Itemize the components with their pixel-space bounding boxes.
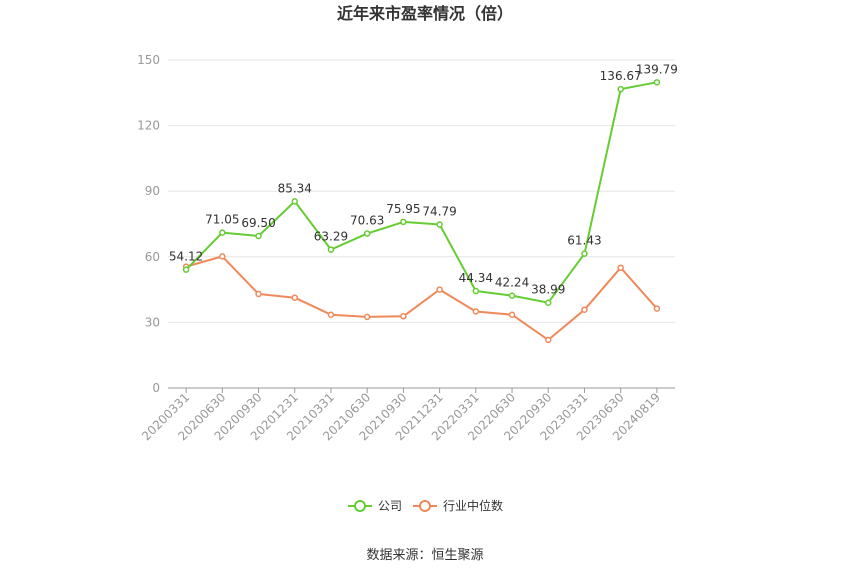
data-point[interactable] xyxy=(255,232,262,240)
data-point[interactable] xyxy=(436,221,443,228)
data-point[interactable] xyxy=(219,253,226,260)
data-point[interactable] xyxy=(508,311,516,318)
data-point[interactable] xyxy=(436,286,443,293)
data-label: 74.79 xyxy=(422,204,456,218)
data-point[interactable] xyxy=(327,246,335,253)
data-point[interactable] xyxy=(653,79,661,86)
data-point[interactable] xyxy=(291,198,298,205)
data-label: 139.79 xyxy=(636,62,678,76)
axes: 0306090120150202003312020063020200930202… xyxy=(137,53,675,443)
data-point[interactable] xyxy=(363,230,371,237)
data-point[interactable] xyxy=(327,311,335,318)
data-label: 63.29 xyxy=(314,230,348,244)
y-tick-label: 30 xyxy=(145,315,160,329)
data-label: 44.34 xyxy=(459,271,493,285)
data-label: 75.95 xyxy=(386,202,420,216)
legend-label: 行业中位数 xyxy=(443,498,503,513)
data-point[interactable] xyxy=(219,229,226,236)
legend-item[interactable]: 公司 xyxy=(348,499,402,513)
y-tick-label: 120 xyxy=(137,119,160,133)
data-point[interactable] xyxy=(617,264,624,271)
data-label: 85.34 xyxy=(278,181,312,195)
y-tick-label: 0 xyxy=(152,381,160,395)
data-label: 42.24 xyxy=(495,276,529,290)
data-point[interactable] xyxy=(508,292,516,299)
data-point[interactable] xyxy=(653,305,661,312)
series-line-1 xyxy=(185,255,658,341)
data-label: 136.67 xyxy=(600,69,642,83)
data-point[interactable] xyxy=(291,294,298,301)
series-line-0 xyxy=(185,81,658,304)
y-tick-label: 60 xyxy=(145,250,160,264)
data-point[interactable] xyxy=(581,250,588,257)
data-point[interactable] xyxy=(400,218,407,226)
data-label: 71.05 xyxy=(205,213,239,227)
data-point[interactable] xyxy=(363,313,371,321)
data-point[interactable] xyxy=(182,266,190,273)
data-point[interactable] xyxy=(255,290,262,298)
legend[interactable]: 公司 行业中位数 xyxy=(348,498,503,513)
grid-lines xyxy=(168,59,675,323)
series-lines xyxy=(182,79,661,344)
legend-label: 公司 xyxy=(378,499,402,513)
data-point[interactable] xyxy=(472,308,480,315)
y-tick-label: 90 xyxy=(145,184,160,198)
legend-marker-icon xyxy=(354,500,366,512)
legend-marker-icon xyxy=(419,500,431,512)
data-label: 61.43 xyxy=(567,234,601,248)
data-point[interactable] xyxy=(545,336,552,344)
y-tick-label: 150 xyxy=(137,53,160,67)
chart-title: 近年来市盈率情况（倍） xyxy=(337,4,513,23)
legend-item[interactable]: 行业中位数 xyxy=(413,498,503,513)
source-note: 数据来源：恒生聚源 xyxy=(366,548,483,563)
data-label: 54.12 xyxy=(169,250,203,264)
data-point[interactable] xyxy=(581,306,588,313)
data-label: 69.50 xyxy=(241,216,275,230)
data-point[interactable] xyxy=(617,85,624,93)
data-label: 70.63 xyxy=(350,214,384,228)
data-label: 38.99 xyxy=(531,283,565,297)
data-point[interactable] xyxy=(472,287,480,295)
data-point[interactable] xyxy=(545,299,552,306)
data-point[interactable] xyxy=(400,313,407,320)
